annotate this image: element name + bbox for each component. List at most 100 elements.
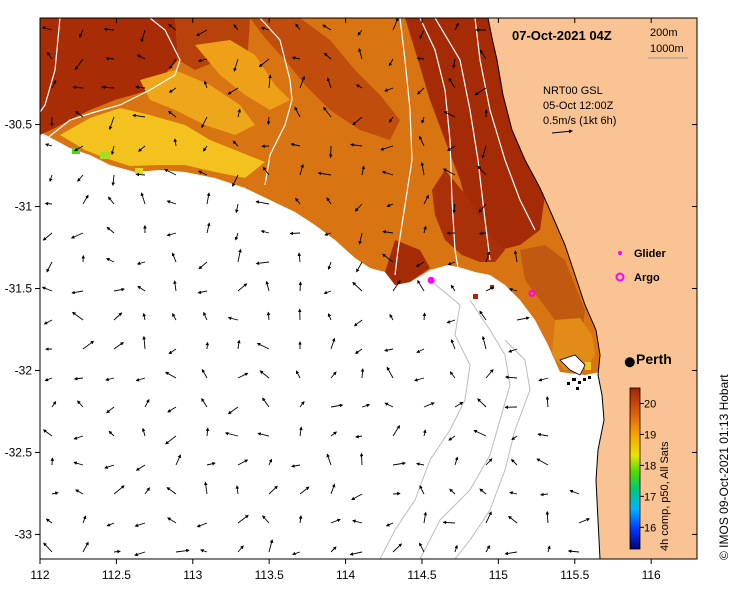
current-vector-arrow xyxy=(536,458,549,466)
current-vector-arrow xyxy=(359,452,364,466)
lat-tick-label: -30.5 xyxy=(5,118,33,132)
current-vector-arrow xyxy=(485,545,490,553)
current-vector-arrow xyxy=(42,429,53,437)
current-vector-arrow xyxy=(355,434,363,439)
current-vector-arrow xyxy=(355,84,363,89)
current-vector-arrow xyxy=(260,229,270,234)
current-vector-arrow xyxy=(200,549,208,553)
current-vector-arrow xyxy=(171,252,177,263)
current-vector-arrow xyxy=(327,312,332,321)
current-vector-arrow xyxy=(360,368,365,379)
current-vector-arrow xyxy=(105,377,115,382)
current-vector-arrow xyxy=(508,348,518,353)
current-vector-arrow xyxy=(168,87,177,93)
current-vector-arrow xyxy=(381,170,394,176)
current-vector-arrow xyxy=(197,58,208,63)
current-vector-arrow xyxy=(268,539,274,553)
current-vector-arrow xyxy=(135,464,146,471)
current-vector-arrow xyxy=(167,110,177,118)
current-vector-arrow xyxy=(448,435,456,441)
current-vector-arrow xyxy=(79,29,84,38)
glider-position-marker xyxy=(427,276,435,284)
current-vector-arrow xyxy=(104,464,115,469)
colorbar-tick-label: 17 xyxy=(644,491,656,503)
current-vector-arrow xyxy=(299,400,305,408)
lon-tick-label: 115 xyxy=(489,568,508,582)
current-vector-arrow xyxy=(330,371,337,379)
current-vector-arrow xyxy=(323,52,332,60)
current-vector-arrow xyxy=(49,174,53,183)
current-vector-arrow xyxy=(73,376,84,381)
current-vector-arrow xyxy=(423,225,427,234)
current-vector-arrow xyxy=(511,435,518,441)
perth-label: Perth xyxy=(636,351,672,367)
lon-tick-label: 113 xyxy=(183,568,202,582)
map-title: 07-Oct-2021 04Z xyxy=(512,28,612,43)
current-vector-arrow xyxy=(110,145,115,156)
current-vector-arrow xyxy=(167,517,177,524)
colorbar-ticks: 20 19 18 17 16 xyxy=(640,398,656,534)
current-vector-arrow xyxy=(144,398,150,408)
current-vector-arrow xyxy=(569,489,580,495)
current-vector-arrow xyxy=(388,116,394,123)
current-vector-arrow xyxy=(419,542,425,553)
colorbar-tick-label: 20 xyxy=(644,398,656,410)
current-vector-arrow xyxy=(416,348,425,353)
current-vector-arrow xyxy=(166,232,177,237)
current-vector-arrow xyxy=(82,541,89,553)
current-vector-arrow xyxy=(105,56,115,61)
lat-tick-label: -32.5 xyxy=(5,445,33,459)
current-vector-arrow xyxy=(330,546,337,553)
current-vector-arrow xyxy=(443,111,456,118)
current-vector-arrow xyxy=(382,253,394,263)
current-vector-arrow xyxy=(106,522,115,527)
current-vector-arrow xyxy=(257,432,270,437)
current-vector-arrow xyxy=(419,135,425,147)
current-vector-arrow xyxy=(447,261,456,266)
current-vector-arrow xyxy=(201,116,208,129)
current-vector-arrow xyxy=(202,145,208,152)
current-vector-arrow xyxy=(175,454,181,466)
current-vector-arrow xyxy=(77,174,84,182)
current-vector-arrow xyxy=(323,290,332,295)
current-vector-arrow xyxy=(317,171,332,176)
current-vector-arrow xyxy=(227,406,239,415)
current-vector-arrow xyxy=(389,313,394,321)
current-vector-arrow xyxy=(510,458,518,466)
current-vector-arrow xyxy=(233,24,239,31)
current-vector-arrow xyxy=(481,145,487,159)
glider-legend-icon xyxy=(618,251,622,255)
current-vector-arrow xyxy=(198,261,208,270)
current-vector-arrow xyxy=(416,462,425,466)
current-vector-arrow xyxy=(41,26,53,31)
current-scale: 0.5m/s (1kt 6h) xyxy=(543,115,616,127)
current-vector-arrow xyxy=(113,485,125,495)
current-vector-arrow xyxy=(479,488,487,495)
current-vector-arrow xyxy=(356,261,363,273)
current-vector-arrow xyxy=(384,402,394,408)
current-vector-arrow xyxy=(289,231,301,236)
current-vector-arrow xyxy=(504,551,518,556)
current-vector-arrow xyxy=(51,491,59,495)
current-vector-arrow xyxy=(74,111,84,118)
current-vector-arrow xyxy=(134,551,146,557)
credit-text: © IMOS 09-Oct-2021 01:13 Hobart xyxy=(717,374,731,560)
colorbar-tick-label: 19 xyxy=(644,429,656,441)
current-vector-arrow xyxy=(479,49,487,60)
current-vector-arrow xyxy=(295,23,301,31)
current-time: 05-Oct 12:00Z xyxy=(543,100,614,112)
current-vector-arrow xyxy=(442,520,456,525)
current-vector-arrow xyxy=(454,22,459,31)
current-vector-arrow xyxy=(206,192,211,205)
current-vector-arrow xyxy=(485,251,491,263)
current-vector-arrow xyxy=(74,58,84,71)
current-vector-arrow xyxy=(266,116,271,125)
current-vector-arrow xyxy=(45,143,53,147)
colorbar-tick-label: 18 xyxy=(644,460,656,472)
current-vector-arrow xyxy=(330,403,344,408)
current-vector-arrow xyxy=(167,406,177,413)
current-vector-arrow xyxy=(105,258,115,263)
lat-tick-label: -32 xyxy=(15,363,33,377)
current-vector-arrow xyxy=(203,311,208,321)
current-vector-arrow xyxy=(384,348,394,352)
